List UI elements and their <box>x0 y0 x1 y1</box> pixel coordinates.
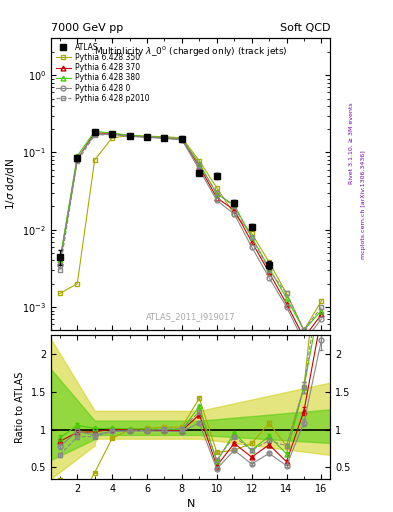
Pythia 6.428 380 <box>319 307 324 313</box>
X-axis label: N: N <box>186 499 195 509</box>
Pythia 6.428 380 <box>92 128 97 134</box>
Pythia 6.428 370 <box>145 134 149 140</box>
Pythia 6.428 380 <box>57 258 62 264</box>
Pythia 6.428 p2010 <box>215 190 219 196</box>
Pythia 6.428 0 <box>180 137 184 143</box>
Pythia 6.428 p2010 <box>57 267 62 273</box>
Text: Soft QCD: Soft QCD <box>280 23 330 33</box>
Pythia 6.428 0 <box>232 211 237 217</box>
Line: Pythia 6.428 350: Pythia 6.428 350 <box>57 133 324 333</box>
Pythia 6.428 380 <box>232 202 237 208</box>
Pythia 6.428 370 <box>75 156 80 162</box>
Pythia 6.428 350 <box>127 133 132 139</box>
Pythia 6.428 350 <box>162 134 167 140</box>
Pythia 6.428 350 <box>284 290 289 296</box>
Pythia 6.428 380 <box>249 234 254 240</box>
Text: mcplots.cern.ch [arXiv:1306.3436]: mcplots.cern.ch [arXiv:1306.3436] <box>361 151 366 259</box>
Pythia 6.428 370 <box>232 207 237 213</box>
Pythia 6.428 0 <box>162 135 167 141</box>
Text: Multiplicity $\lambda\_0^0$ (charged only) (track jets): Multiplicity $\lambda\_0^0$ (charged onl… <box>94 44 287 59</box>
Pythia 6.428 p2010 <box>127 133 132 139</box>
Pythia 6.428 0 <box>127 133 132 139</box>
Pythia 6.428 370 <box>284 301 289 307</box>
Pythia 6.428 p2010 <box>301 327 306 333</box>
Pythia 6.428 0 <box>145 134 149 140</box>
Pythia 6.428 0 <box>319 316 324 322</box>
Pythia 6.428 380 <box>197 160 202 166</box>
Line: Pythia 6.428 370: Pythia 6.428 370 <box>57 131 324 340</box>
Pythia 6.428 350 <box>197 158 202 164</box>
Pythia 6.428 370 <box>92 130 97 136</box>
Pythia 6.428 0 <box>215 197 219 203</box>
Pythia 6.428 p2010 <box>197 162 202 168</box>
Line: Pythia 6.428 0: Pythia 6.428 0 <box>57 132 324 345</box>
Y-axis label: 1/$\sigma$ d$\sigma$/dN: 1/$\sigma$ d$\sigma$/dN <box>4 158 17 210</box>
Pythia 6.428 350 <box>75 281 80 287</box>
Pythia 6.428 0 <box>92 131 97 137</box>
Pythia 6.428 p2010 <box>232 203 237 209</box>
Pythia 6.428 0 <box>267 274 272 281</box>
Pythia 6.428 0 <box>301 339 306 345</box>
Pythia 6.428 p2010 <box>180 135 184 141</box>
Pythia 6.428 350 <box>267 259 272 265</box>
Pythia 6.428 350 <box>249 230 254 237</box>
Pythia 6.428 370 <box>127 133 132 139</box>
Pythia 6.428 p2010 <box>162 135 167 141</box>
Y-axis label: Ratio to ATLAS: Ratio to ATLAS <box>15 371 25 443</box>
Pythia 6.428 380 <box>284 295 289 301</box>
Pythia 6.428 0 <box>57 262 62 268</box>
Pythia 6.428 370 <box>180 136 184 142</box>
Text: 7000 GeV pp: 7000 GeV pp <box>51 23 123 33</box>
Text: ATLAS_2011_I919017: ATLAS_2011_I919017 <box>146 312 235 322</box>
Pythia 6.428 370 <box>301 335 306 341</box>
Pythia 6.428 p2010 <box>110 132 114 138</box>
Pythia 6.428 0 <box>75 156 80 162</box>
Pythia 6.428 380 <box>75 153 80 159</box>
Pythia 6.428 370 <box>110 131 114 137</box>
Pythia 6.428 0 <box>110 131 114 137</box>
Pythia 6.428 370 <box>319 311 324 317</box>
Pythia 6.428 p2010 <box>249 234 254 240</box>
Pythia 6.428 p2010 <box>284 290 289 296</box>
Pythia 6.428 0 <box>284 304 289 310</box>
Pythia 6.428 350 <box>180 135 184 141</box>
Pythia 6.428 0 <box>197 166 202 173</box>
Pythia 6.428 380 <box>110 130 114 136</box>
Pythia 6.428 380 <box>267 265 272 271</box>
Pythia 6.428 380 <box>145 134 149 140</box>
Pythia 6.428 370 <box>267 269 272 275</box>
Pythia 6.428 p2010 <box>319 304 324 310</box>
Pythia 6.428 350 <box>301 327 306 333</box>
Line: Pythia 6.428 380: Pythia 6.428 380 <box>57 129 324 333</box>
Pythia 6.428 380 <box>162 135 167 141</box>
Pythia 6.428 380 <box>215 191 219 197</box>
Pythia 6.428 380 <box>180 136 184 142</box>
Pythia 6.428 350 <box>92 157 97 163</box>
Pythia 6.428 370 <box>197 163 202 169</box>
Line: Pythia 6.428 p2010: Pythia 6.428 p2010 <box>57 132 324 333</box>
Pythia 6.428 p2010 <box>145 134 149 140</box>
Pythia 6.428 370 <box>162 135 167 141</box>
Pythia 6.428 350 <box>319 298 324 304</box>
Text: Rivet 3.1.10, ≥ 3M events: Rivet 3.1.10, ≥ 3M events <box>349 102 354 184</box>
Pythia 6.428 380 <box>127 132 132 138</box>
Pythia 6.428 370 <box>249 239 254 245</box>
Pythia 6.428 350 <box>215 185 219 191</box>
Legend: ATLAS, Pythia 6.428 350, Pythia 6.428 370, Pythia 6.428 380, Pythia 6.428 0, Pyt: ATLAS, Pythia 6.428 350, Pythia 6.428 37… <box>53 40 152 105</box>
Pythia 6.428 370 <box>215 195 219 201</box>
Pythia 6.428 350 <box>110 135 114 141</box>
Pythia 6.428 p2010 <box>92 132 97 138</box>
Pythia 6.428 350 <box>57 290 62 296</box>
Pythia 6.428 p2010 <box>267 267 272 273</box>
Pythia 6.428 370 <box>57 259 62 265</box>
Pythia 6.428 0 <box>249 244 254 250</box>
Pythia 6.428 350 <box>232 211 237 217</box>
Pythia 6.428 p2010 <box>75 158 80 164</box>
Pythia 6.428 380 <box>301 327 306 333</box>
Pythia 6.428 350 <box>145 133 149 139</box>
